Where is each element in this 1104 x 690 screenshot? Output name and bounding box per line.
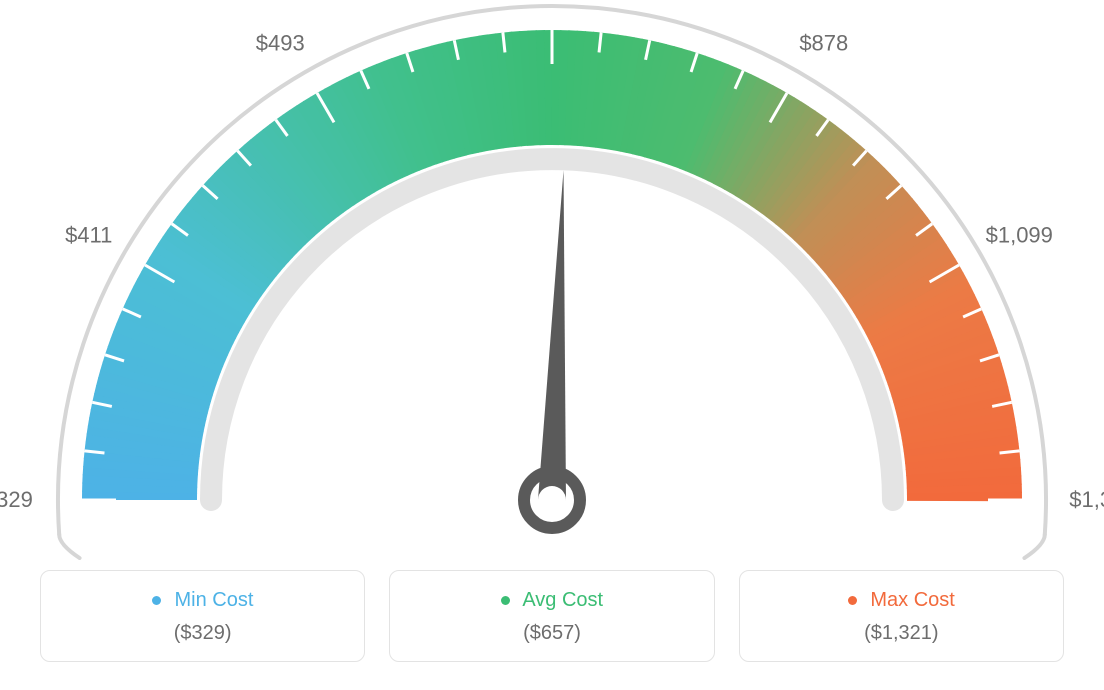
legend-row: Min Cost ($329) Avg Cost ($657) Max Cost… <box>40 570 1064 662</box>
legend-max-value: ($1,321) <box>750 622 1053 645</box>
legend-card-min: Min Cost ($329) <box>40 570 365 662</box>
gauge-tick-label: $1,321 <box>1069 487 1104 513</box>
dot-icon <box>501 596 510 605</box>
gauge-chart: $329$411$493$657$878$1,099$1,321 <box>0 0 1104 560</box>
gauge-tick-label: $878 <box>799 31 848 57</box>
legend-avg-label: Avg Cost <box>522 589 603 611</box>
legend-max-label: Max Cost <box>870 589 954 611</box>
gauge-tick-label: $1,099 <box>986 222 1053 248</box>
legend-card-avg: Avg Cost ($657) <box>389 570 714 662</box>
cost-gauge-widget: $329$411$493$657$878$1,099$1,321 Min Cos… <box>0 0 1104 690</box>
gauge-svg <box>0 0 1104 560</box>
legend-min-label: Min Cost <box>174 589 253 611</box>
dot-icon <box>152 596 161 605</box>
legend-min-value: ($329) <box>51 622 354 645</box>
gauge-tick-label: $329 <box>0 487 33 513</box>
legend-avg-title: Avg Cost <box>400 589 703 612</box>
legend-min-title: Min Cost <box>51 589 354 612</box>
legend-max-title: Max Cost <box>750 589 1053 612</box>
legend-avg-value: ($657) <box>400 622 703 645</box>
gauge-tick-label: $411 <box>65 222 112 248</box>
legend-card-max: Max Cost ($1,321) <box>739 570 1064 662</box>
gauge-tick-label: $493 <box>256 31 305 57</box>
dot-icon <box>848 596 857 605</box>
